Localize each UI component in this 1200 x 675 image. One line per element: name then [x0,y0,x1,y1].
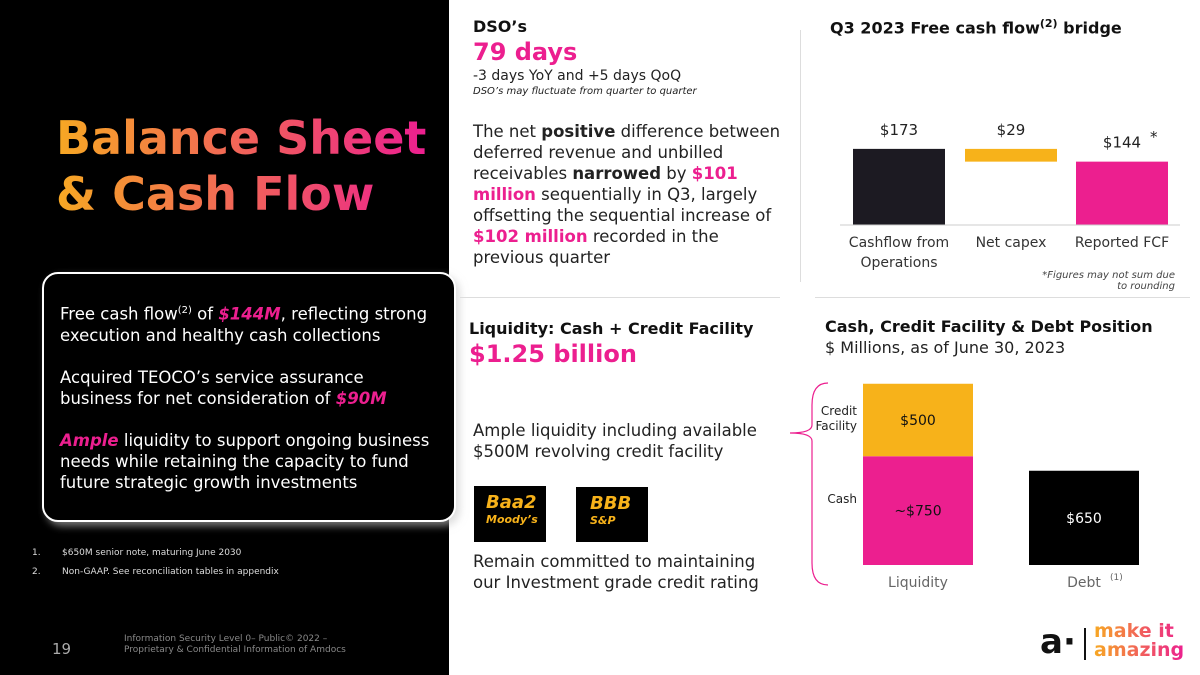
debt-category-sup: (1) [1110,573,1123,583]
debt-position-chart: ~$750 $500 $650 Liquidity Debt (1) CreditFacil… [789,382,1139,591]
dso-heading: DSO’s [473,17,528,36]
fcf-category-label: Operations [861,255,938,271]
debt-category-label: Liquidity [888,575,948,591]
highlights-box: Free cash flow(2) of $144M, reflecting s… [42,272,456,522]
page-title: Balance Sheet & Cash Flow [56,110,426,222]
amdocs-logo: a· make it amazing [1040,620,1185,662]
page-number: 19 [52,640,72,658]
highlight-liquidity: Ample liquidity to support ongoing busin… [60,430,430,492]
divider [800,30,801,282]
rating-badge-sp: BBB S&P [576,487,648,542]
fcf-bar [965,148,1057,162]
highlight-acquisition: Acquired TEOCO’s service assurance busin… [60,367,387,408]
fcf-bar [1076,161,1168,225]
fcf-category-label: Cashflow from [849,235,949,251]
fcf-category-label: Net capex [976,235,1047,251]
fcf-data-label: $144 [1103,134,1141,152]
debt-bar-segment [863,383,973,457]
fcf-footnote: *Figures may not sum due to rounding [1042,270,1175,292]
fcf-category-label: Reported FCF [1075,235,1169,251]
dso-text: The net positive difference between defe… [473,122,781,267]
rating-badge-moodys: Baa2 Moody’s [474,486,546,542]
highlight-fcf: Free cash flow(2) of $144M, reflecting s… [60,304,428,345]
debt-data-label: ~$750 [894,504,941,520]
debt-data-label: $500 [900,413,936,429]
side-label-cash: Cash [827,492,857,506]
rating-commitment-text: Remain committed to maintaining our Inve… [473,552,759,592]
footnote: 2. Non-GAAP. See reconciliation tables in… [32,567,279,577]
liquidity-value: $1.25 billion [469,340,637,368]
dso-value: 79 days [473,38,578,66]
debt-bar-segment [1029,470,1139,565]
liquidity-text: Ample liquidity including available $500… [473,421,757,461]
debt-category-label: Debt [1067,575,1101,591]
dso-change: -3 days YoY and +5 days QoQ [473,68,682,84]
debt-bar-segment [863,456,973,565]
bracket [789,382,829,586]
title-line-1: Balance Sheet [56,111,427,165]
liquidity-heading: Liquidity: Cash + Credit Facility [469,319,754,338]
confidentiality-notice: Information Security Level 0– Public© 20… [124,634,346,655]
dso-note: DSO’s may fluctuate from quarter to quar… [473,86,697,97]
divider [815,297,1190,298]
side-label-credit: Credit [821,404,857,418]
debt-data-label: $650 [1066,511,1102,527]
divider [460,297,780,298]
title-line-2: & Cash Flow [56,167,375,221]
fcf-bar [853,148,945,225]
fcf-data-label: $173 [880,121,918,139]
footnotes: 1. $650M senior note, maturing June 2030 … [32,544,279,582]
debt-chart-subtitle: $ Millions, as of June 30, 2023 [825,338,1066,357]
footnote: 1. $650M senior note, maturing June 2030 [32,548,242,558]
fcf-data-label: $29 [997,121,1026,139]
fcf-bridge-chart: $173 Cashflow from Operations $29 Net capex $… [840,121,1180,271]
side-label-credit: Facility [815,419,857,433]
fcf-chart-title: Q3 2023 Free cash flow(2) bridge [830,17,1122,38]
fcf-asterisk: * [1150,128,1158,146]
debt-chart-title: Cash, Credit Facility & Debt Position [825,317,1153,336]
